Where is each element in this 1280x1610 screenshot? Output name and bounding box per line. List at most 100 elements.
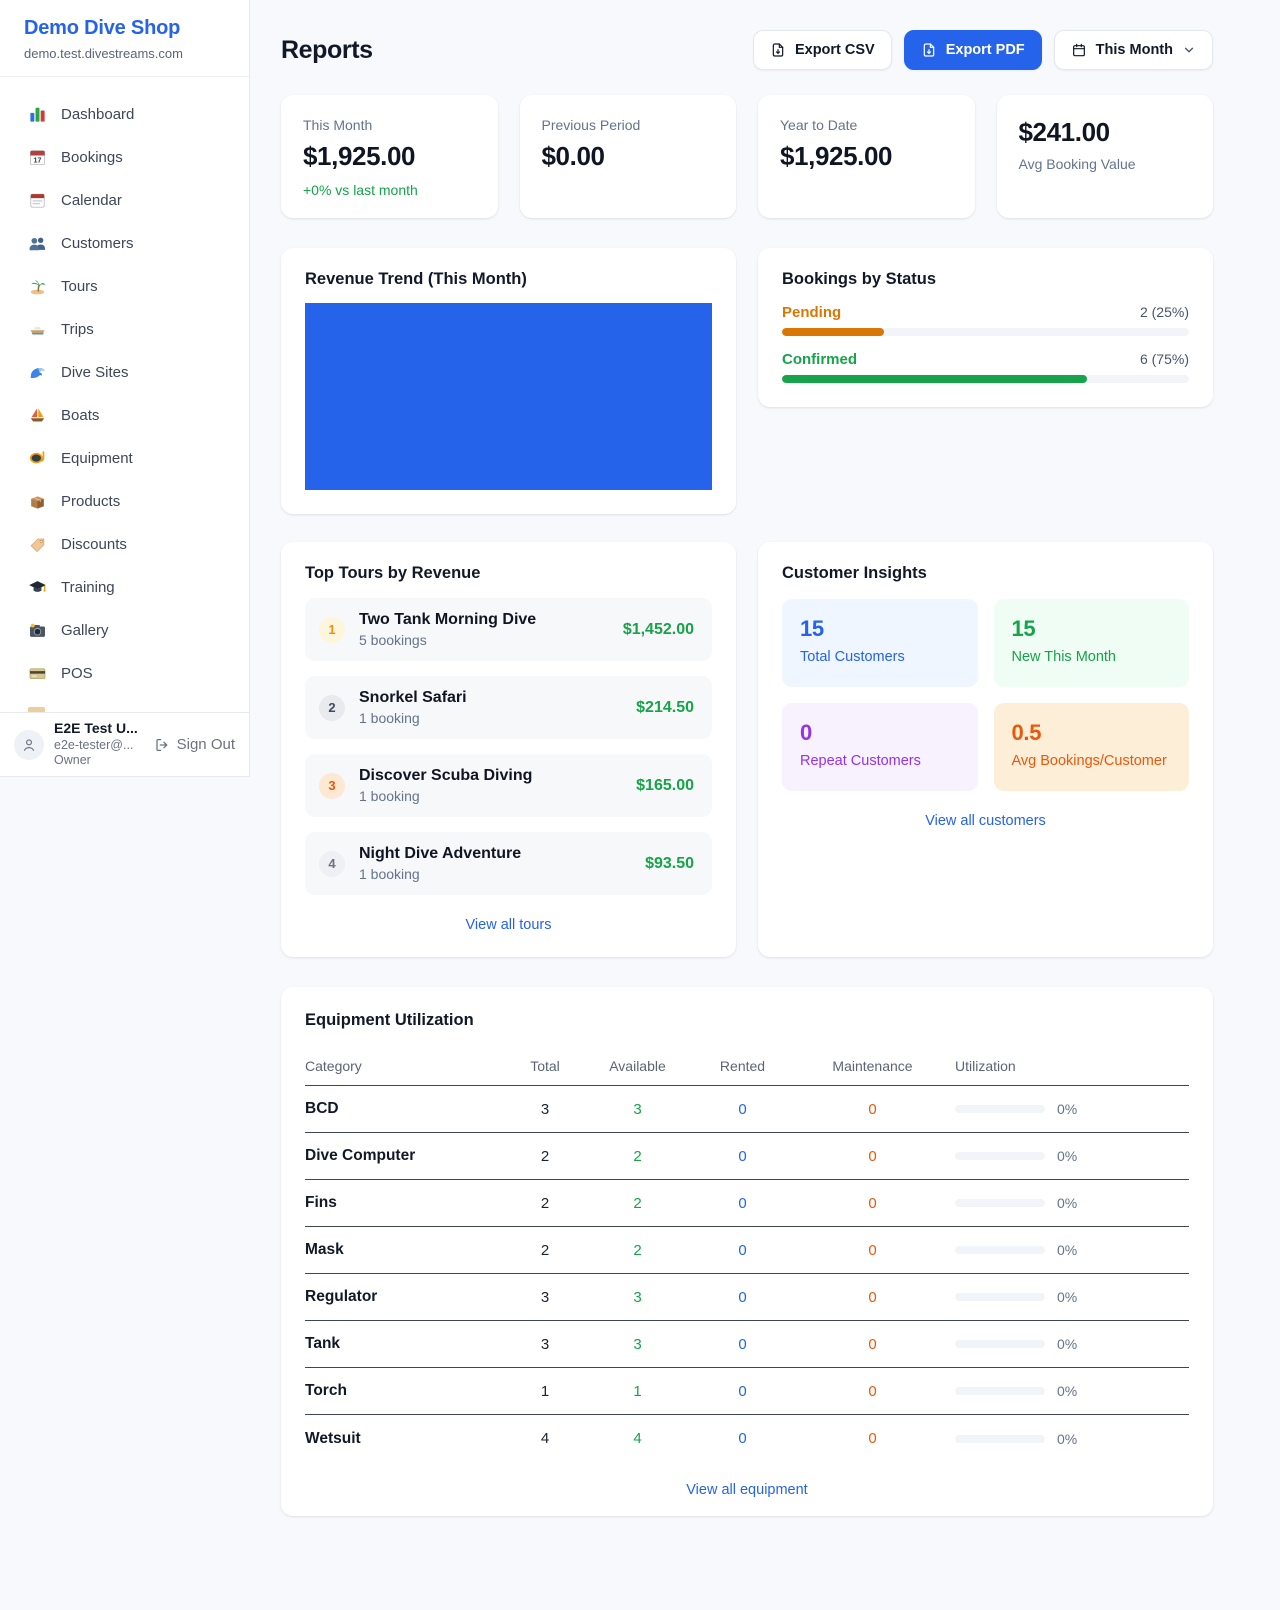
sidebar-item-label: Calendar bbox=[61, 192, 122, 209]
user-info: E2E Test U... e2e-tester@... Owner bbox=[54, 720, 138, 769]
cell-category: Dive Computer bbox=[305, 1147, 416, 1164]
dive-sites-icon bbox=[28, 363, 47, 382]
cell-rented: 0 bbox=[738, 1335, 747, 1353]
main-content: Reports Export CSV Export PDF This Month bbox=[250, 0, 1280, 1556]
progress-track bbox=[782, 328, 1189, 336]
sidebar-item-gallery[interactable]: Gallery bbox=[10, 611, 239, 650]
sidebar-item-discounts[interactable]: Discounts bbox=[10, 525, 239, 564]
cell-rented: 0 bbox=[738, 1382, 747, 1400]
page-header: Reports Export CSV Export PDF This Month bbox=[281, 30, 1213, 70]
cell-rented: 0 bbox=[738, 1241, 747, 1259]
sidebar-item-label: Dashboard bbox=[61, 106, 135, 123]
sidebar-item-calendar[interactable]: Calendar bbox=[10, 181, 239, 220]
sidebar-item-training[interactable]: Training bbox=[10, 568, 239, 607]
sidebar-item-label: Customers bbox=[61, 235, 134, 252]
cell-available: 1 bbox=[633, 1382, 642, 1400]
sign-out-button[interactable]: Sign Out bbox=[154, 736, 235, 753]
equipment-utilization-card: Equipment Utilization Category Total Ava… bbox=[281, 987, 1213, 1516]
sign-out-label: Sign Out bbox=[176, 736, 235, 753]
cell-utilization: 0% bbox=[955, 1383, 1189, 1399]
tour-revenue: $214.50 bbox=[636, 698, 694, 716]
utilization-label: 0% bbox=[1057, 1148, 1078, 1164]
sidebar-item-label: Gallery bbox=[61, 622, 109, 639]
rank-badge: 4 bbox=[319, 850, 345, 877]
utilization-label: 0% bbox=[1057, 1383, 1078, 1399]
status-value: 2 (25%) bbox=[1139, 304, 1189, 320]
sidebar-item-bookings[interactable]: 17 Bookings bbox=[10, 138, 239, 177]
status-row-pending: Pending 2 (25%) bbox=[782, 304, 1189, 336]
cell-available: 3 bbox=[633, 1288, 642, 1306]
export-csv-button[interactable]: Export CSV bbox=[752, 30, 892, 70]
customer-insights-card: Customer Insights 15 Total Customers 15 … bbox=[758, 542, 1213, 957]
tours-icon bbox=[28, 277, 47, 296]
tour-row: 3 Discover Scuba Diving 1 booking $165.0… bbox=[305, 754, 712, 817]
utilization-label: 0% bbox=[1057, 1101, 1078, 1117]
sidebar-item-trips[interactable]: Trips bbox=[10, 310, 239, 349]
utilization-label: 0% bbox=[1057, 1336, 1078, 1352]
cell-category: Wetsuit bbox=[305, 1429, 361, 1447]
tile-total-customers: 15 Total Customers bbox=[782, 599, 978, 687]
sidebar-item-boats[interactable]: Boats bbox=[10, 396, 239, 435]
sidebar-item-label: Tours bbox=[61, 278, 98, 295]
view-all-tours-link[interactable]: View all tours bbox=[465, 917, 552, 933]
sidebar-item-label: Dive Sites bbox=[61, 364, 129, 381]
cell-available: 2 bbox=[633, 1147, 642, 1165]
sidebar-item-dashboard[interactable]: Dashboard bbox=[10, 95, 239, 134]
rank-badge: 1 bbox=[319, 616, 345, 643]
cell-category: BCD bbox=[305, 1100, 339, 1117]
utilization-track bbox=[955, 1340, 1045, 1348]
sidebar-item-label: Equipment bbox=[61, 450, 133, 467]
table-row: BCD 3 3 0 0 0% bbox=[305, 1086, 1189, 1133]
sidebar-item-equipment[interactable]: Equipment bbox=[10, 439, 239, 478]
cell-utilization: 0% bbox=[955, 1195, 1189, 1211]
sidebar: Demo Dive Shop demo.test.divestreams.com… bbox=[0, 0, 250, 777]
sidebar-item-label: Boats bbox=[61, 407, 100, 424]
header-actions: Export CSV Export PDF This Month bbox=[752, 30, 1213, 70]
export-pdf-button[interactable]: Export PDF bbox=[903, 30, 1042, 70]
bookings-by-status-card: Bookings by Status Pending 2 (25%) Confi… bbox=[758, 248, 1213, 407]
cell-utilization: 0% bbox=[955, 1148, 1189, 1164]
boats-icon bbox=[28, 406, 47, 425]
utilization-track bbox=[955, 1387, 1045, 1395]
tile-label: Avg Bookings/Customer bbox=[1011, 753, 1167, 769]
sidebar-item-products[interactable]: Products bbox=[10, 482, 239, 521]
chevron-down-icon bbox=[1184, 47, 1194, 53]
progress-track bbox=[782, 375, 1189, 383]
col-available: Available bbox=[609, 1057, 666, 1074]
export-csv-label: Export CSV bbox=[794, 42, 875, 58]
period-select[interactable]: This Month bbox=[1053, 30, 1213, 70]
cell-rented: 0 bbox=[738, 1430, 747, 1447]
tour-bookings: 1 booking bbox=[359, 788, 420, 804]
progress-fill bbox=[782, 375, 1088, 383]
cell-utilization: 0% bbox=[955, 1242, 1189, 1258]
view-all-customers-link[interactable]: View all customers bbox=[925, 813, 1046, 829]
cell-maintenance: 0 bbox=[868, 1147, 877, 1165]
utilization-label: 0% bbox=[1057, 1195, 1078, 1211]
cell-maintenance: 0 bbox=[868, 1194, 877, 1212]
sidebar-item-pos[interactable]: POS bbox=[10, 654, 239, 693]
cell-available: 4 bbox=[633, 1430, 642, 1447]
tour-name: Two Tank Morning Dive bbox=[359, 611, 537, 628]
sidebar-item-customers[interactable]: Customers bbox=[10, 224, 239, 263]
tour-row: 2 Snorkel Safari 1 booking $214.50 bbox=[305, 676, 712, 739]
customers-icon bbox=[28, 234, 47, 253]
stat-label: Year to Date bbox=[780, 117, 858, 133]
stat-value: $1,925.00 bbox=[780, 141, 893, 171]
tour-bookings: 5 bookings bbox=[359, 632, 427, 648]
sidebar-item-label: Training bbox=[61, 579, 115, 596]
stat-value: $1,925.00 bbox=[303, 141, 416, 171]
cell-total: 2 bbox=[540, 1194, 550, 1212]
status-row-confirmed: Confirmed 6 (75%) bbox=[782, 351, 1189, 383]
sidebar-item-tours[interactable]: Tours bbox=[10, 267, 239, 306]
cell-total: 2 bbox=[540, 1147, 550, 1165]
status-value: 6 (75%) bbox=[1139, 351, 1189, 367]
status-label: Pending bbox=[782, 304, 842, 321]
tile-value: 15 bbox=[800, 616, 824, 641]
tour-row: 1 Two Tank Morning Dive 5 bookings $1,45… bbox=[305, 598, 712, 661]
view-all-equipment-link[interactable]: View all equipment bbox=[686, 1482, 808, 1498]
col-category: Category bbox=[305, 1057, 362, 1074]
user-role: Owner bbox=[54, 753, 91, 768]
tile-avg-bookings-customer: 0.5 Avg Bookings/Customer bbox=[993, 703, 1189, 791]
sidebar-item-dive-sites[interactable]: Dive Sites bbox=[10, 353, 239, 392]
utilization-label: 0% bbox=[1057, 1289, 1078, 1305]
